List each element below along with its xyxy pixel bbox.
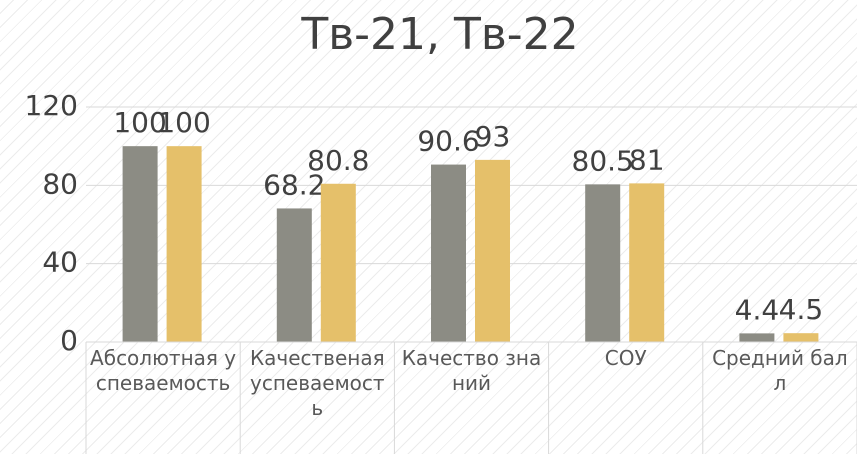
y-tick-label: 40 (42, 246, 78, 279)
bar (629, 183, 665, 342)
x-tick-label: Абсолютная успеваемость (90, 346, 237, 395)
bar (585, 184, 621, 342)
x-tick-label: Средний балл (712, 346, 848, 395)
bar (122, 146, 158, 342)
bar (276, 208, 312, 342)
bar (739, 333, 775, 342)
y-tick-label: 80 (42, 167, 78, 200)
data-label: 90.6 (417, 125, 479, 158)
data-label: 80.8 (307, 144, 369, 177)
data-label: 68.2 (263, 168, 325, 201)
y-tick-label: 0 (60, 324, 78, 357)
bar (166, 146, 202, 342)
data-label: 81 (629, 143, 665, 176)
bar (475, 159, 510, 342)
data-label: 100 (157, 106, 210, 139)
y-tick-label: 120 (25, 89, 78, 122)
data-label: 4.4 (735, 293, 780, 326)
data-label: 4.5 (779, 293, 824, 326)
x-tick-label: Качественая успеваемость (249, 346, 385, 420)
x-tick-label: СОУ (604, 346, 647, 370)
bar (783, 333, 819, 342)
data-label: 93 (475, 120, 511, 153)
bar (431, 164, 466, 342)
x-tick-label: Качество знаний (401, 346, 542, 395)
bar (320, 183, 356, 342)
data-label: 80.5 (572, 144, 634, 177)
chart-title: Тв-21, Тв-22 (300, 9, 578, 60)
data-label: 100 (113, 106, 166, 139)
